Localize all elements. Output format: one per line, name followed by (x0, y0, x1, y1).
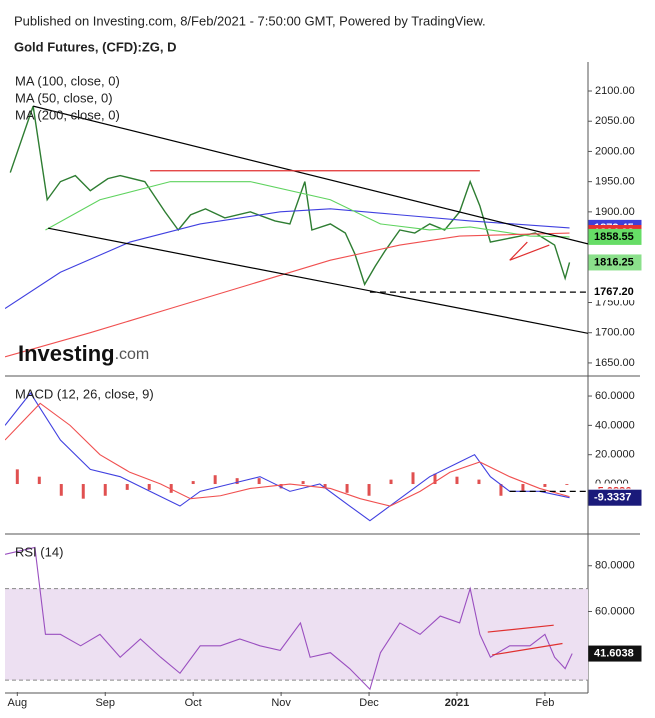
histogram-bar (59, 484, 63, 496)
line (509, 241, 528, 261)
value-tag-label: 41.6038 (594, 647, 634, 659)
histogram-bar (389, 479, 393, 485)
x-tick-label: Oct (185, 697, 202, 709)
y-tick-label: 1700.00 (595, 327, 635, 339)
line (509, 244, 550, 261)
histogram-bar (103, 484, 107, 496)
y-tick-label: 60.0000 (595, 605, 635, 617)
panel-title: RSI (14) (15, 544, 63, 559)
value-tag-label: 1858.55 (594, 231, 634, 243)
logo: Investing.com (18, 341, 149, 366)
value-tag (588, 228, 642, 245)
line (5, 546, 573, 691)
x-tick-label: Nov (271, 697, 291, 709)
histogram-bar (213, 475, 217, 485)
y-tick-label: 1900.00 (595, 206, 635, 218)
panel (5, 546, 588, 691)
y-tick-label: 80.0000 (595, 560, 635, 572)
y-tick-label: 1650.00 (595, 357, 635, 369)
value-tag-label: 1767.20 (594, 286, 634, 298)
histogram-bar (235, 478, 239, 485)
value-tag-label: -9.3337 (594, 492, 631, 504)
y-tick-label: 2050.00 (595, 115, 635, 127)
line (45, 181, 570, 238)
x-tick-label: 2021 (445, 697, 469, 709)
y-tick-label: 60.0000 (595, 390, 635, 402)
y-tick-label: 2000.00 (595, 145, 635, 157)
x-tick-label: Dec (359, 697, 379, 709)
legend-entry: MA (200, close, 0) (15, 107, 120, 122)
line (492, 642, 563, 656)
histogram-bar (367, 484, 371, 496)
panel (5, 105, 588, 358)
histogram-bar (147, 484, 151, 490)
histogram-bar (125, 484, 129, 490)
y-tick-label: 20.0000 (595, 449, 635, 461)
value-tag (588, 284, 642, 301)
line (5, 402, 570, 507)
published: Published on Investing.com, 8/Feb/2021 -… (14, 13, 486, 28)
symbol: Gold Futures, (CFD):ZG, D (14, 39, 176, 54)
line (5, 392, 570, 522)
line (5, 232, 570, 358)
line (487, 624, 554, 633)
histogram-bar (565, 484, 569, 485)
histogram-bar (499, 484, 503, 496)
histogram-bar (323, 484, 327, 489)
histogram-bar (191, 481, 195, 485)
rsi-band (5, 588, 588, 681)
value-tag (588, 645, 642, 662)
value-tag-label: 1816.25 (594, 256, 634, 268)
histogram-bar (455, 476, 459, 485)
histogram-bar (433, 473, 437, 485)
histogram-bar (257, 478, 261, 485)
x-tick-label: Aug (8, 697, 28, 709)
y-tick-label: 1950.00 (595, 176, 635, 188)
histogram-bar (543, 484, 547, 487)
legend-entry: MA (100, close, 0) (15, 73, 120, 88)
histogram-bar (521, 484, 525, 492)
panel-title: MACD (12, 26, close, 9) (15, 386, 154, 401)
histogram-bar (345, 484, 349, 493)
histogram-bar (411, 472, 415, 485)
x-tick-label: Sep (95, 697, 115, 709)
line (32, 105, 588, 245)
histogram-bar (477, 479, 481, 485)
legend-entry: MA (50, close, 0) (15, 90, 113, 105)
histogram-bar (15, 469, 19, 485)
line (47, 227, 588, 334)
y-tick-label: 2100.00 (595, 85, 635, 97)
histogram-bar (37, 476, 41, 485)
value-tag (588, 489, 642, 506)
histogram-bar (169, 484, 173, 493)
value-tag (588, 254, 642, 271)
histogram-bar (301, 481, 305, 485)
y-tick-label: 40.0000 (595, 419, 635, 431)
panel (5, 392, 588, 522)
histogram-bar (279, 484, 283, 489)
histogram-bar (81, 484, 85, 499)
line (5, 208, 570, 309)
x-tick-label: Feb (535, 697, 554, 709)
